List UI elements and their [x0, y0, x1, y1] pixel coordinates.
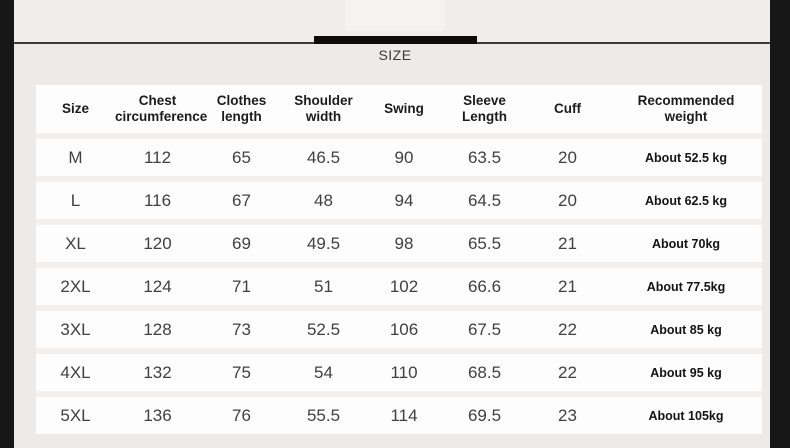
cell-sleeve: 66.6 — [467, 276, 502, 296]
cell-shoulder: 52.5 — [306, 319, 341, 339]
cell-shoulder: 48 — [314, 190, 333, 210]
cell-swing: 98 — [394, 233, 414, 253]
cell-swing: 106 — [389, 319, 419, 339]
cell-swing: 102 — [389, 276, 419, 296]
table-header-row: Size Chest circumference Clothes length … — [36, 85, 762, 133]
size-chart-table: Size Chest circumference Clothes length … — [36, 85, 762, 434]
cell-length: 65 — [232, 147, 251, 167]
cell-cuff: 21 — [558, 276, 577, 296]
cell-length: 76 — [232, 405, 251, 425]
cell-cuff: 22 — [558, 362, 577, 382]
cell-weight: About 70kg — [651, 236, 721, 251]
column-header-shoulder: Shoulder width — [294, 92, 353, 124]
cell-weight: About 77.5kg — [646, 279, 726, 294]
table-row-5xl: 5XL 136 76 55.5 114 69.5 23 About 105kg — [36, 397, 762, 434]
cell-length: 69 — [232, 233, 251, 253]
cell-chest: 120 — [143, 233, 172, 253]
table-row-3xl: 3XL 128 73 52.5 106 67.5 22 About 85 kg — [36, 311, 762, 348]
tab-strip — [0, 0, 790, 43]
cell-size: 4XL — [60, 362, 91, 382]
cell-length: 75 — [232, 362, 251, 382]
cell-chest: 136 — [143, 405, 172, 425]
cell-chest: 112 — [143, 147, 172, 167]
cell-sleeve: 68.5 — [467, 362, 502, 382]
cell-size: L — [70, 190, 81, 210]
cell-sleeve: 65.5 — [467, 233, 502, 253]
active-tab-indicator — [314, 36, 477, 44]
table-row-4xl: 4XL 132 75 54 110 68.5 22 About 95 kg — [36, 354, 762, 391]
cell-length: 71 — [232, 276, 251, 296]
table-row-2xl: 2XL 124 71 51 102 66.6 21 About 77.5kg — [36, 268, 762, 305]
cell-cuff: 23 — [558, 405, 577, 425]
cell-sleeve: 69.5 — [467, 405, 502, 425]
cell-shoulder: 54 — [314, 362, 333, 382]
cell-shoulder: 51 — [314, 276, 333, 296]
cell-chest: 128 — [143, 319, 172, 339]
cell-sleeve: 63.5 — [467, 147, 502, 167]
inactive-tab-ghost — [345, 0, 445, 31]
cell-weight: About 85 kg — [650, 322, 722, 337]
cell-shoulder: 46.5 — [306, 147, 341, 167]
cell-swing: 94 — [394, 190, 414, 210]
cell-swing: 90 — [394, 147, 414, 167]
table-row-m: M 112 65 46.5 90 63.5 20 About 52.5 kg — [36, 139, 762, 176]
cell-chest: 116 — [143, 190, 172, 210]
cell-size: XL — [65, 233, 86, 253]
column-header-swing: Swing — [384, 100, 424, 116]
cell-swing: 110 — [390, 362, 418, 382]
cell-weight: About 105kg — [648, 408, 724, 423]
cell-weight: About 95 kg — [650, 365, 722, 380]
cell-size: 3XL — [60, 319, 91, 339]
cell-chest: 124 — [143, 276, 172, 296]
cell-sleeve: 67.5 — [467, 319, 502, 339]
column-header-size: Size — [61, 100, 89, 116]
column-header-sleeve: Sleeve Length — [462, 92, 507, 124]
left-frame-bar — [0, 0, 14, 448]
column-header-chest: Chest circumference — [115, 92, 208, 124]
cell-cuff: 21 — [558, 233, 577, 253]
table-row-l: L 116 67 48 94 64.5 20 About 62.5 kg — [36, 182, 762, 219]
cell-size: 5XL — [60, 405, 91, 425]
cell-size: M — [68, 147, 83, 167]
cell-shoulder: 49.5 — [306, 233, 341, 253]
cell-cuff: 20 — [558, 147, 577, 167]
table-row-xl: XL 120 69 49.5 98 65.5 21 About 70kg — [36, 225, 762, 262]
tab-size[interactable]: SIZE — [378, 47, 412, 63]
cell-cuff: 20 — [558, 190, 577, 210]
column-header-length: Clothes length — [216, 92, 267, 124]
cell-cuff: 22 — [558, 319, 577, 339]
right-frame-bar — [770, 0, 790, 448]
cell-weight: About 52.5 kg — [645, 150, 727, 165]
cell-sleeve: 64.5 — [467, 190, 502, 210]
cell-swing: 114 — [390, 405, 418, 425]
column-header-cuff: Cuff — [554, 100, 581, 116]
cell-size: 2XL — [60, 276, 91, 296]
cell-shoulder: 55.5 — [306, 405, 341, 425]
cell-weight: About 62.5 kg — [645, 193, 727, 208]
cell-chest: 132 — [143, 362, 172, 382]
cell-length: 67 — [232, 190, 251, 210]
cell-length: 73 — [232, 319, 251, 339]
column-header-weight: Recommended weight — [637, 92, 735, 124]
